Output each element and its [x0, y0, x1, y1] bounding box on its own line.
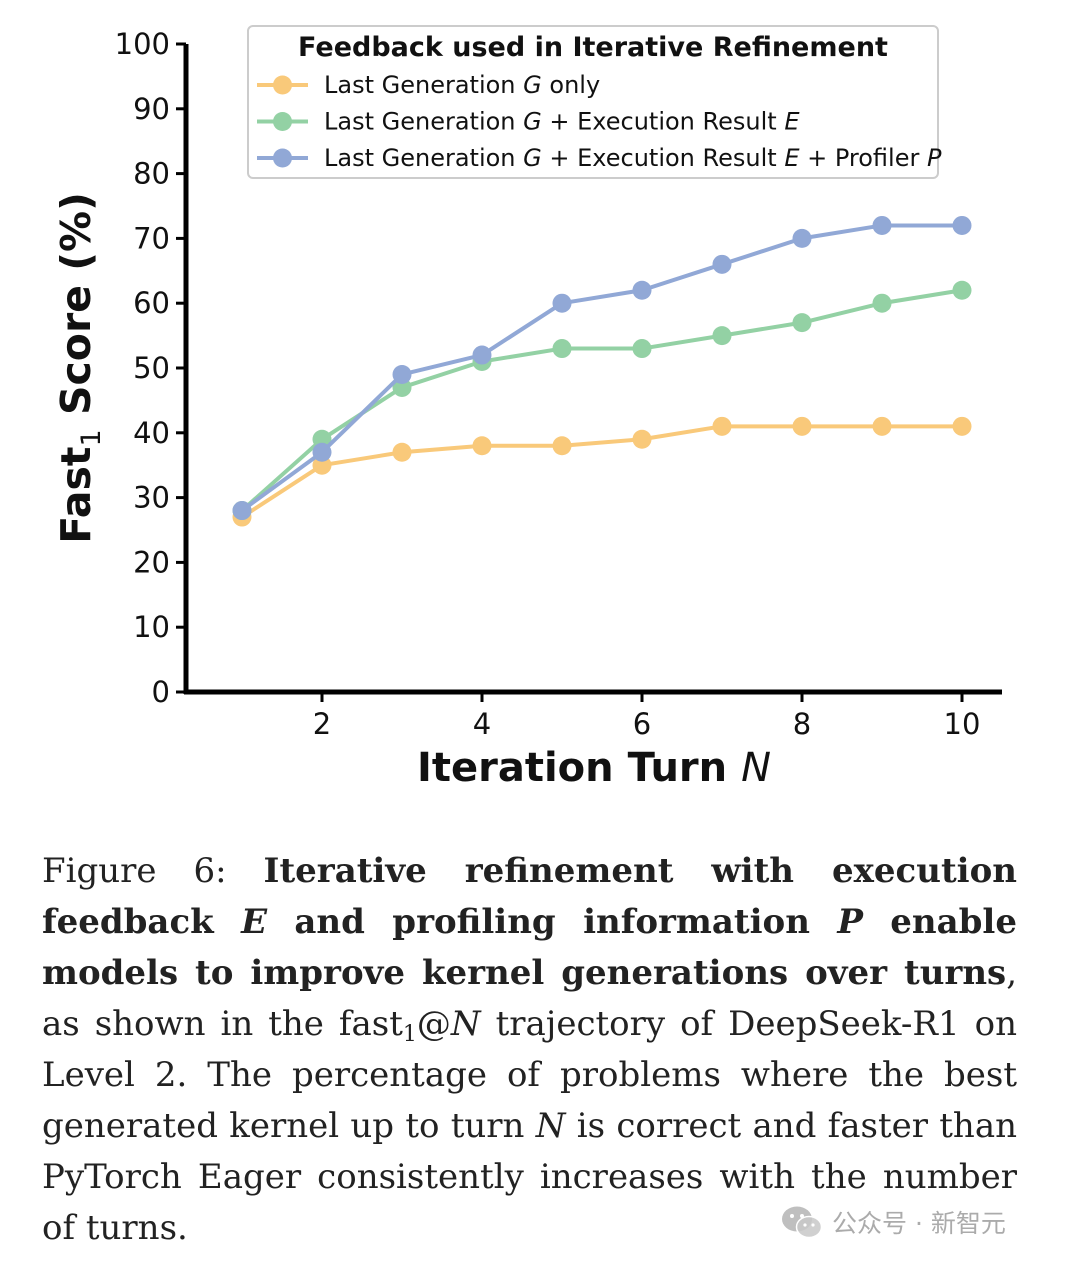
legend-marker — [273, 112, 292, 131]
y-tick-label: 70 — [133, 221, 170, 255]
watermark: 公众号 · 新智元 — [780, 1200, 1006, 1244]
y-tick-label: 40 — [133, 416, 170, 450]
x-tick-label: 8 — [793, 707, 811, 741]
x-tick-label: 2 — [313, 707, 331, 741]
legend-marker — [273, 75, 292, 95]
y-axis-label: Fast1 Score (%) — [52, 192, 107, 544]
data-point — [552, 339, 572, 359]
data-point — [392, 442, 412, 462]
data-point — [472, 345, 492, 365]
series-2 — [232, 280, 972, 521]
watermark-text: 公众号 · 新智元 — [832, 1209, 1006, 1238]
y-tick-label: 0 — [152, 675, 170, 709]
data-point — [792, 313, 812, 333]
legend-title: Feedback used in Iterative Refinement — [298, 32, 888, 63]
y-tick-label: 60 — [133, 286, 170, 320]
data-point — [632, 280, 652, 300]
y-tick-label: 10 — [133, 610, 170, 644]
legend-entry: Last Generation G + Execution Result E +… — [257, 144, 942, 172]
data-point — [552, 436, 572, 456]
caption-label: Figure 6: — [42, 851, 264, 891]
data-point — [392, 364, 412, 384]
legend-label: Last Generation G + Execution Result E — [324, 108, 800, 136]
legend-label: Last Generation G + Execution Result E +… — [324, 144, 942, 172]
data-point — [952, 215, 972, 235]
data-point — [232, 501, 252, 521]
data-point — [552, 293, 572, 313]
data-point — [952, 280, 972, 300]
y-tick-label: 50 — [133, 351, 170, 385]
series-line — [240, 223, 962, 513]
legend-frame — [247, 25, 939, 179]
data-point — [872, 416, 892, 436]
data-point — [792, 228, 812, 248]
data-point — [872, 215, 892, 235]
figure-caption: Figure 6: Iterative refinement with exec… — [42, 851, 1017, 1248]
x-tick-label: 10 — [944, 707, 981, 741]
legend-marker — [273, 148, 292, 168]
x-axis-label: Iteration Turn N — [417, 745, 771, 791]
x-tick-label: 6 — [633, 707, 651, 741]
series-3 — [232, 215, 972, 521]
data-point — [712, 254, 732, 274]
x-tick-label: 4 — [473, 707, 491, 741]
y-tick-label: 80 — [133, 157, 170, 191]
data-point — [792, 416, 812, 436]
data-point — [952, 416, 972, 436]
data-point — [632, 429, 652, 449]
series-line — [240, 424, 962, 519]
wechat-icon — [782, 1206, 823, 1239]
line-chart: Fast1 Score (%) Iteration Turn N 0 10 20 30… — [52, 25, 1002, 791]
data-point — [312, 442, 332, 462]
data-point — [472, 436, 492, 456]
data-point — [632, 339, 652, 359]
data-point — [872, 293, 892, 313]
series-line — [240, 288, 963, 513]
legend-label: Last Generation G only — [324, 71, 600, 99]
y-tick-label: 100 — [115, 27, 170, 61]
legend-entry: Last Generation G + Execution Result E — [257, 108, 800, 136]
legend-entry: Last Generation G only — [257, 71, 600, 99]
legend: Feedback used in Iterative Refinement La… — [247, 25, 942, 179]
data-point — [712, 416, 732, 436]
y-tick-label: 20 — [133, 545, 170, 579]
data-point — [712, 326, 732, 346]
y-tick-label: 90 — [133, 92, 170, 126]
y-tick-label: 30 — [133, 481, 170, 515]
